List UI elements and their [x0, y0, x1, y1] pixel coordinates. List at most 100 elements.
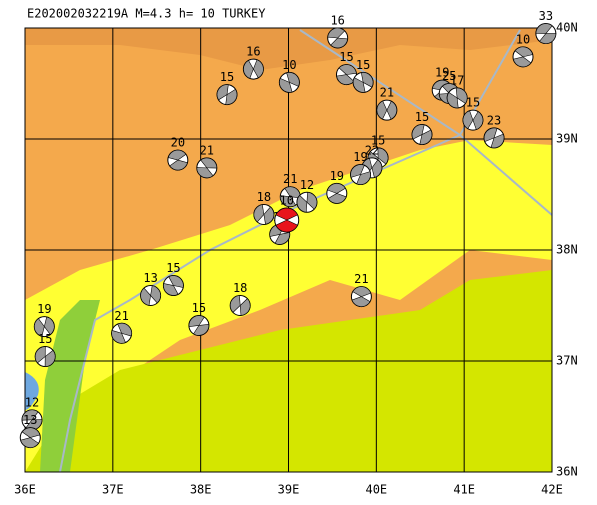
- ball-quadrant: [350, 164, 365, 178]
- ball-quadrant: [21, 409, 39, 421]
- ball-quadrant: [411, 124, 425, 140]
- ball-quadrant: [539, 33, 557, 44]
- lat-tick-label: 39N: [556, 132, 578, 146]
- depth-label: 21: [114, 309, 128, 323]
- depth-label: 15: [38, 332, 52, 346]
- beachball: 17: [446, 73, 468, 109]
- depth-label: 15: [220, 70, 234, 84]
- ball-quadrant: [225, 88, 238, 105]
- beachball: 19: [350, 150, 372, 186]
- depth-label: 18: [233, 281, 247, 295]
- depth-label: 12: [300, 178, 314, 192]
- ball-quadrant: [483, 127, 498, 142]
- lat-tick-label: 36N: [556, 465, 578, 479]
- ball-quadrant: [371, 159, 383, 178]
- lon-tick-label: 38E: [190, 483, 212, 497]
- depth-label: 18: [257, 190, 271, 204]
- beachball: 15: [352, 58, 374, 93]
- beachball: 21: [376, 86, 398, 121]
- beachball: 13: [140, 271, 162, 307]
- beachball: 15: [216, 70, 238, 106]
- ball-quadrant: [330, 37, 348, 49]
- beachball: 13: [19, 413, 41, 449]
- ball-quadrant: [275, 219, 298, 233]
- ball-quadrant: [279, 78, 293, 93]
- ball-quadrant: [253, 59, 264, 79]
- frame: [24, 27, 553, 473]
- ball-quadrant: [43, 316, 55, 336]
- ball-quadrant: [376, 100, 388, 120]
- depth-label: 23: [487, 113, 501, 127]
- ball-quadrant: [163, 283, 179, 296]
- beachball: 23: [483, 113, 505, 149]
- depth-label: 16: [330, 13, 344, 27]
- beachball: 33: [535, 9, 557, 45]
- beachball: 21: [111, 309, 133, 344]
- ball-quadrant: [327, 27, 346, 39]
- ball-quadrant: [168, 275, 184, 288]
- depth-label: 21: [380, 86, 394, 100]
- depth-label: 21: [354, 272, 368, 286]
- depth-label: 21: [283, 172, 297, 186]
- ball-quadrant: [446, 91, 459, 109]
- depth-label: 21: [200, 143, 214, 157]
- lat-tick-label: 40N: [556, 21, 578, 35]
- depth-label: 19: [37, 302, 51, 316]
- ball-quadrant: [327, 183, 346, 194]
- beachball: 15: [462, 96, 484, 131]
- depth-label: 15: [371, 133, 385, 147]
- ball-quadrant: [296, 194, 308, 213]
- ball-quadrant: [167, 149, 187, 161]
- depth-label: 15: [339, 50, 353, 64]
- ball-quadrant: [512, 56, 532, 68]
- ball-quadrant: [472, 111, 484, 130]
- ball-quadrant: [200, 157, 218, 169]
- ball-quadrant: [386, 100, 398, 120]
- depth-label: 22: [365, 143, 379, 157]
- depth-label: 15: [466, 96, 480, 110]
- ball-quadrant: [229, 295, 241, 313]
- beachball: 20: [167, 136, 189, 171]
- beachball: 15: [188, 301, 210, 336]
- depth-label: 15: [166, 261, 180, 275]
- ball-quadrant: [360, 72, 374, 88]
- ball-quadrant: [34, 318, 45, 337]
- lon-tick-label: 40E: [365, 483, 387, 497]
- ball-quadrant: [535, 23, 553, 34]
- depth-label: 13: [143, 271, 157, 285]
- lon-tick-label: 37E: [102, 483, 124, 497]
- depth-label: 19: [435, 66, 449, 80]
- beachball: 10: [512, 32, 534, 68]
- ball-quadrant: [34, 346, 46, 364]
- beachball: 16: [327, 13, 349, 49]
- beachball: 21: [350, 272, 372, 308]
- depth-label: 17: [450, 73, 464, 87]
- ball-quadrant: [352, 77, 366, 93]
- title: E202002032219A M=4.3 h= 10 TURKEY: [27, 7, 266, 21]
- lon-tick-label: 36E: [14, 483, 36, 497]
- depth-label: 10: [280, 194, 294, 208]
- ball-quadrant: [279, 195, 297, 207]
- ball-quadrant: [20, 437, 39, 448]
- beachball: 19: [326, 169, 348, 204]
- beachball: 15: [162, 261, 184, 297]
- ball-quadrant: [351, 296, 371, 307]
- beachball: 19: [33, 302, 55, 338]
- beachball: 18: [253, 190, 275, 225]
- depth-label: 15: [192, 301, 206, 315]
- ball-quadrant: [352, 286, 372, 297]
- beachball: 15: [34, 332, 56, 368]
- depth-label: 15: [356, 58, 370, 72]
- ball-quadrant: [286, 72, 300, 87]
- lat-tick-label: 38N: [556, 243, 578, 257]
- ball-quadrant: [455, 87, 468, 104]
- depth-label: 12: [25, 395, 39, 409]
- ball-quadrant: [21, 427, 41, 438]
- beachball: 16: [242, 45, 264, 80]
- ball-quadrant: [514, 46, 534, 58]
- ball-quadrant: [44, 349, 56, 367]
- ball-quadrant: [462, 110, 474, 130]
- beachball: 21: [279, 172, 301, 208]
